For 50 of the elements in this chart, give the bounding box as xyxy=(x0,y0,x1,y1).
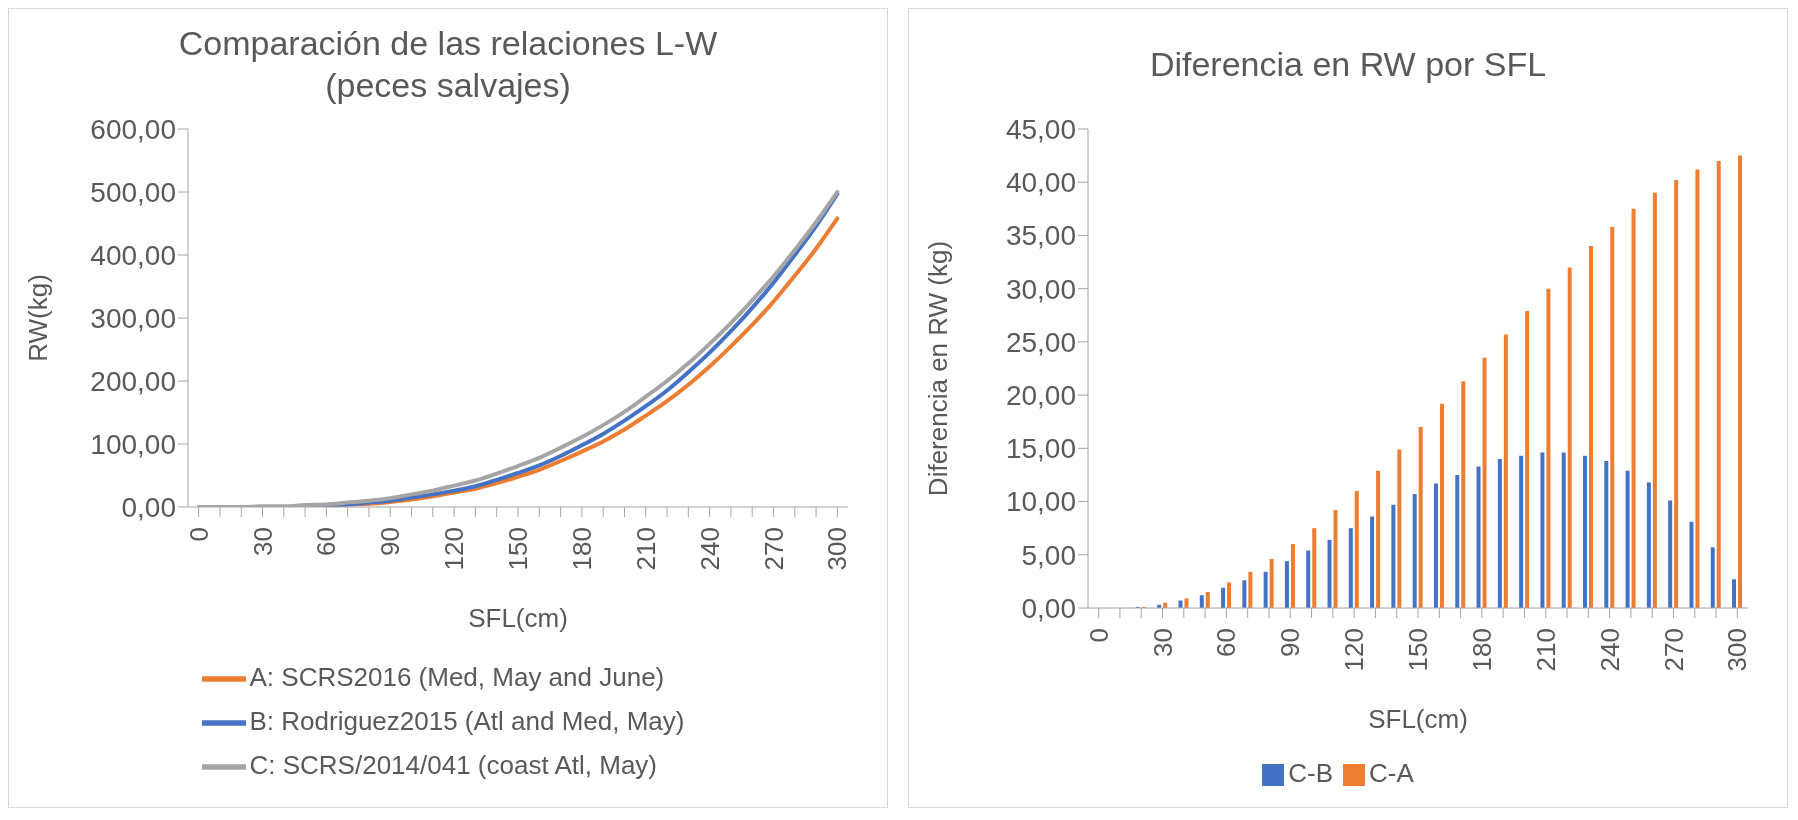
x-tick-label: 270 xyxy=(758,527,789,571)
legend-label: A: SCRS2016 (Med, May and June) xyxy=(249,661,665,692)
x-tick-label: 30 xyxy=(1147,628,1178,657)
x-tick-label: 0 xyxy=(183,527,214,542)
x-tick-label: 300 xyxy=(822,527,853,571)
x-tick-label: 150 xyxy=(1403,628,1434,672)
x-tick-label: 180 xyxy=(566,527,597,571)
x-tick-label: 300 xyxy=(1722,628,1753,672)
legend-label: C-A xyxy=(1369,758,1414,788)
x-tick-label: 60 xyxy=(311,527,342,556)
y-tick-label: 0,00 xyxy=(121,491,176,523)
y-tick-label: 25,00 xyxy=(1005,326,1076,358)
x-tick-label: 270 xyxy=(1658,628,1689,672)
y-tick-label: 10,00 xyxy=(1005,486,1076,518)
y-tick-label: 0,00 xyxy=(1021,592,1076,624)
x-tick-label: 120 xyxy=(1339,628,1370,672)
x-axis-title: SFL(cm) xyxy=(468,603,568,633)
legend-label: B: Rodriguez2015 (Atl and Med, May) xyxy=(249,705,685,736)
x-tick-label: 180 xyxy=(1466,628,1497,672)
x-tick-label: 60 xyxy=(1211,628,1242,657)
x-tick-label: 240 xyxy=(1594,628,1625,672)
y-axis-title: RW(kg) xyxy=(23,274,54,362)
x-axis-title: SFL(cm) xyxy=(1368,704,1468,734)
y-tick-label: 5,00 xyxy=(1021,539,1076,571)
y-tick-label: 30,00 xyxy=(1005,273,1076,305)
x-tick-label: 0 xyxy=(1083,628,1114,643)
y-tick-label: 20,00 xyxy=(1005,380,1076,412)
legend-label: C: SCRS/2014/041 (coast Atl, May) xyxy=(249,749,658,780)
y-tick-label: 45,00 xyxy=(1005,113,1076,145)
x-tick-label: 240 xyxy=(694,527,725,571)
chart-title: Comparación de las relaciones L-W (peces salvajes) xyxy=(177,23,719,106)
y-tick-label: 40,00 xyxy=(1005,167,1076,199)
y-tick-label: 200,00 xyxy=(90,365,176,397)
chart-title: Diferencia en RW por SFL xyxy=(1149,44,1547,85)
y-tick-label: 600,00 xyxy=(90,113,176,145)
y-tick-label: 15,00 xyxy=(1005,433,1076,465)
y-axis-title: Diferencia en RW (kg) xyxy=(923,240,954,497)
x-tick-label: 150 xyxy=(503,527,534,571)
x-tick-label: 30 xyxy=(247,527,278,556)
y-tick-label: 300,00 xyxy=(90,302,176,334)
y-tick-label: 35,00 xyxy=(1005,220,1076,252)
x-tick-label: 210 xyxy=(630,527,661,571)
legend-label: C-B xyxy=(1288,758,1333,788)
y-tick-label: 500,00 xyxy=(90,176,176,208)
y-tick-label: 100,00 xyxy=(90,428,176,460)
x-tick-label: 120 xyxy=(439,527,470,571)
x-tick-label: 210 xyxy=(1530,628,1561,672)
x-tick-label: 90 xyxy=(1275,628,1306,657)
y-tick-label: 400,00 xyxy=(90,239,176,271)
x-tick-label: 90 xyxy=(375,527,406,556)
